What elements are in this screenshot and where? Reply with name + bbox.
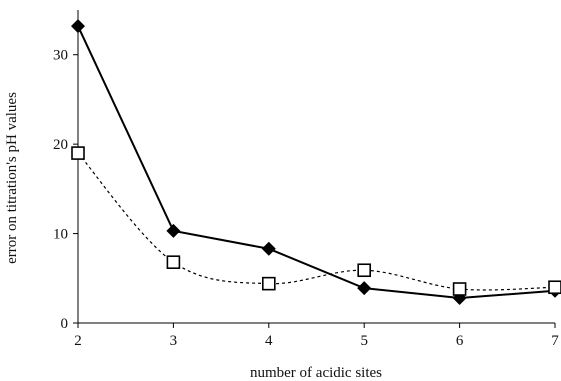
x-axis-label: number of acidic sites [250, 365, 382, 381]
x-tick-label: 5 [360, 333, 368, 349]
x-tick-label: 3 [170, 333, 178, 349]
data-point-diamond [71, 19, 85, 34]
axes [77, 10, 555, 324]
series-1 [71, 19, 561, 305]
y-tick-label: 10 [53, 227, 68, 243]
x-tick-label: 2 [74, 333, 82, 349]
y-tick-label: 0 [61, 316, 69, 332]
data-point-diamond [357, 281, 372, 296]
data-point-square [261, 276, 276, 291]
x-tick-label: 7 [551, 333, 559, 349]
series-2 [71, 146, 561, 296]
series-layer [71, 19, 561, 305]
series-line [77, 152, 556, 291]
data-point-diamond [261, 241, 276, 256]
data-point-square [166, 255, 181, 269]
y-tick-label: 20 [53, 137, 68, 153]
x-tick-label: 6 [456, 333, 464, 349]
series-line [77, 25, 556, 299]
data-point-diamond [166, 223, 181, 238]
data-point-square [452, 282, 467, 296]
x-tick-label: 4 [265, 333, 273, 349]
y-tick-label: 30 [53, 48, 68, 64]
data-point-square [71, 146, 85, 160]
y-axis-label: error on titration's pH values [4, 92, 20, 264]
data-point-square [357, 263, 372, 278]
data-point-square [548, 280, 561, 295]
ticks: 0 10 20 30 2 3 4 5 6 7 [53, 48, 559, 349]
